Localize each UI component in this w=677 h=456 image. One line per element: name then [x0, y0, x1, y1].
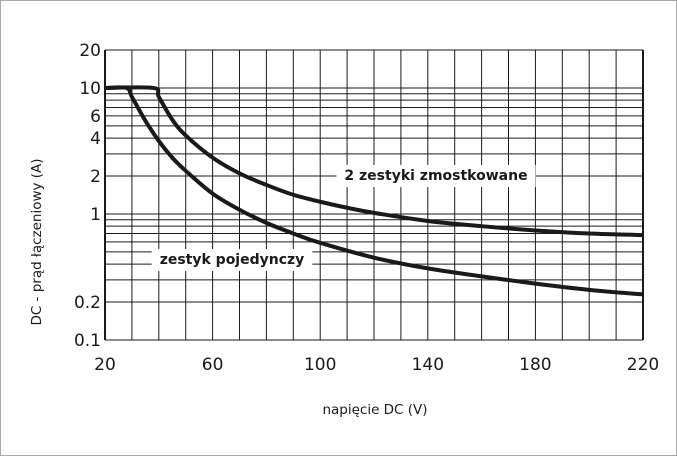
curve-zestyk-pojedynczy	[104, 85, 644, 297]
label-backgrounds	[151, 165, 536, 271]
curve-label-bg	[151, 249, 313, 271]
x-tick-label: 180	[519, 355, 551, 375]
y-tick-label: 10	[79, 79, 101, 99]
y-tick-label: 6	[90, 107, 101, 127]
y-axis-title: DC - prąd łączeniowy (A)	[29, 158, 45, 325]
y-tick-label: 1	[90, 205, 101, 225]
y-tick-label: 4	[90, 129, 101, 149]
x-tick-label: 60	[202, 355, 224, 375]
curve-label: zestyk pojedynczy	[160, 252, 305, 268]
x-axis-title: napięcie DC (V)	[322, 402, 427, 418]
y-tick-label: 0.1	[74, 331, 101, 351]
y-tick-label: 0.2	[74, 293, 101, 313]
vertical-gridlines	[104, 50, 644, 340]
curves	[104, 85, 644, 297]
y-tick-label: 2	[90, 167, 101, 187]
x-tick-label: 140	[412, 355, 444, 375]
x-tick-label: 20	[94, 355, 116, 375]
curve-labels: zestyk pojedynczy 2 zestyki zmostkowane	[160, 168, 528, 268]
curve-label: 2 zestyki zmostkowane	[344, 168, 527, 184]
curve-2-zestyki-zmostkowane	[104, 85, 644, 238]
x-tick-labels: 20 60 100 140 180 220	[94, 355, 659, 375]
x-tick-label: 100	[304, 355, 336, 375]
x-tick-label: 220	[627, 355, 659, 375]
y-tick-label: 20	[79, 41, 101, 61]
curve-label-bg	[336, 165, 536, 187]
y-tick-labels: 0.1 0.2 1 2 46 10 20	[74, 41, 101, 351]
